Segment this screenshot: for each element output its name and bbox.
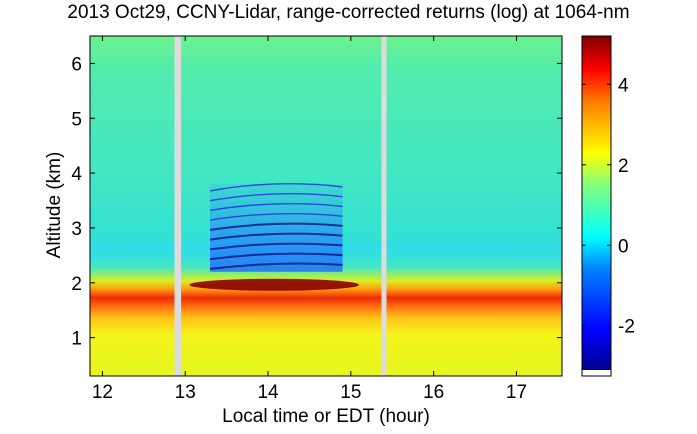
x-tick-label: 13 [175,382,196,403]
x-tick-label: 17 [506,382,527,403]
colorbar-frame [581,35,612,377]
data-gap [174,36,182,376]
low-return-streak [209,222,343,231]
low-return-streaks [209,182,343,270]
colorbar-tick-label: 0 [618,236,629,257]
x-tick-label: 15 [340,382,361,403]
y-tick-label: 4 [71,164,82,185]
colorbar-ticks: -2 0 2 4 [582,75,635,338]
low-return-streak [209,262,343,270]
y-tick-label: 5 [71,109,82,130]
x-axis: 12 13 14 15 16 17 [92,36,527,403]
y-tick-label: 6 [71,54,82,75]
x-tick-label: 12 [92,382,113,403]
chart-title: 2013 Oct29, CCNY-Lidar, range-corrected … [67,2,630,23]
data-gaps [174,36,387,376]
low-return-streak [209,252,343,261]
low-return-streak [209,242,343,251]
plot-frame [89,35,563,377]
colorbar [582,36,611,370]
low-return-streak [209,192,343,202]
low-return-streak [209,182,343,192]
data-gap [381,36,387,376]
colorbar-tick-label: -2 [618,317,635,338]
x-axis-label: Local time or EDT (hour) [222,406,430,427]
colorbar-tick-label: 4 [618,75,629,96]
low-return-streak [209,232,343,241]
x-tick-label: 14 [257,382,279,403]
y-axis: 1 2 3 4 5 6 [71,54,562,350]
x-tick-label: 16 [423,382,444,403]
low-return-streak [209,212,343,221]
y-axis-label: Altitude (km) [44,151,65,259]
saturated-layer [189,278,360,291]
y-tick-label: 1 [71,329,82,350]
colorbar-tick-label: 2 [618,156,629,177]
y-tick-label: 3 [71,219,82,240]
low-return-streak [209,202,343,212]
heatmap-field [90,36,562,376]
y-tick-label: 2 [71,274,82,295]
